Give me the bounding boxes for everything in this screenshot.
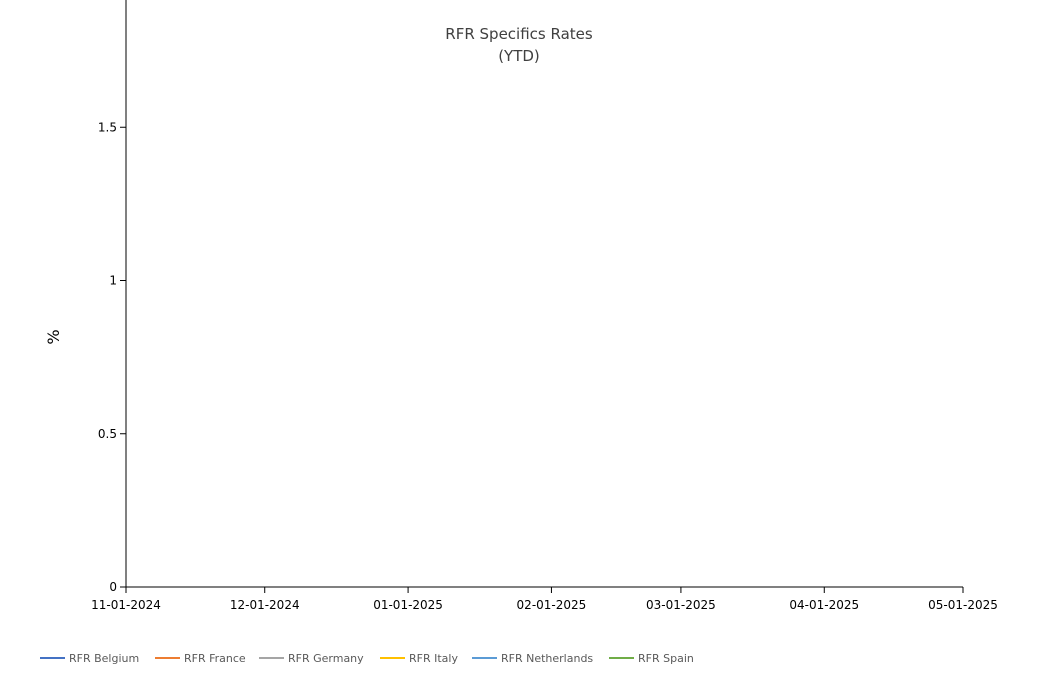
x-tick-label: 03-01-2025 <box>646 598 716 612</box>
y-tick-label: 0.5 <box>98 427 117 441</box>
legend-item: RFR France <box>155 652 246 665</box>
x-axis: 11-01-2024 12-01-2024 01-01-2025 02-01-2025… <box>91 586 998 612</box>
y-tick-label: 1.5 <box>98 120 117 134</box>
legend-item: RFR Germany <box>259 652 364 665</box>
chart-subtitle: (YTD) <box>498 47 540 65</box>
legend-item: RFR Spain <box>609 652 694 665</box>
chart-title: RFR Specifics Rates <box>445 25 593 43</box>
legend-item: RFR Italy <box>380 652 458 665</box>
x-tick-label: 12-01-2024 <box>230 598 300 612</box>
y-tick-label: 0 <box>109 580 117 594</box>
legend-label: RFR Belgium <box>69 652 139 665</box>
legend-item: RFR Netherlands <box>472 652 593 665</box>
x-tick-label: 11-01-2024 <box>91 598 161 612</box>
x-tick-label: 04-01-2025 <box>789 598 859 612</box>
y-axis: 00.511.522.53 <box>98 0 127 594</box>
legend: RFR Belgium RFR France RFR Germany RFR Ital… <box>40 652 694 665</box>
x-tick-label: 02-01-2025 <box>517 598 587 612</box>
legend-label: RFR Netherlands <box>501 652 593 665</box>
legend-label: RFR Germany <box>288 652 364 665</box>
legend-label: RFR Spain <box>638 652 694 665</box>
y-axis-label: % <box>44 329 63 344</box>
x-tick-label: 05-01-2025 <box>928 598 998 612</box>
legend-label: RFR Italy <box>409 652 458 665</box>
y-tick-label: 1 <box>109 274 117 288</box>
legend-item: RFR Belgium <box>40 652 139 665</box>
legend-label: RFR France <box>184 652 246 665</box>
x-tick-label: 01-01-2025 <box>373 598 443 612</box>
